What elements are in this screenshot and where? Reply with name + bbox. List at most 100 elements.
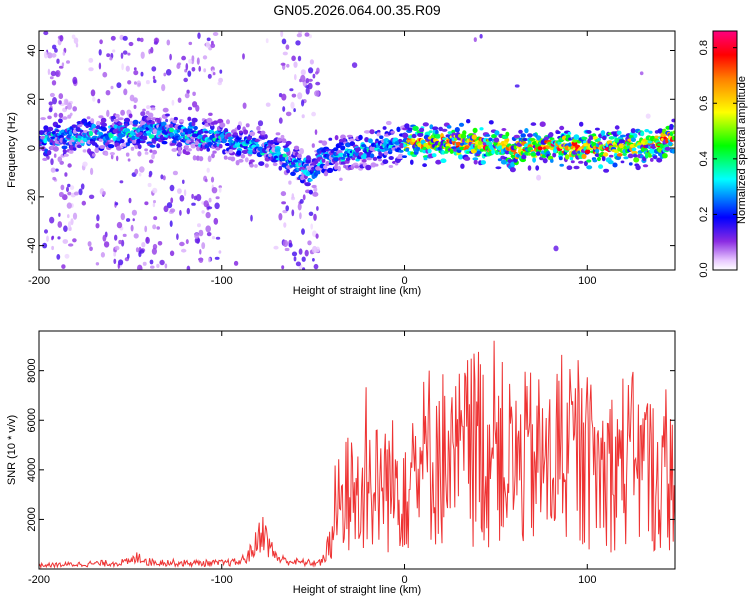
heatmap-noise-point xyxy=(69,185,75,191)
heatmap-noise-point xyxy=(49,76,54,80)
heatmap-ridge-point xyxy=(451,146,458,150)
heatmap-noise-point xyxy=(191,193,194,199)
heatmap-ridge-point xyxy=(39,130,45,136)
heatmap-ridge-point xyxy=(571,141,578,147)
heatmap-noise-point xyxy=(250,214,253,222)
heatmap-noise-point xyxy=(169,53,172,61)
heatmap-noise-point xyxy=(286,63,290,68)
heatmap-noise-point xyxy=(161,84,166,92)
heatmap-ridge-point xyxy=(476,150,482,155)
heatmap-noise-point xyxy=(192,91,196,97)
heatmap-noise-point xyxy=(293,108,296,113)
heatmap-noise-point xyxy=(151,247,157,255)
heatmap-noise-point xyxy=(127,253,130,259)
heatmap-ridge-point xyxy=(650,157,654,162)
heatmap-ridge-point xyxy=(100,117,107,123)
heatmap-noise-point xyxy=(130,224,134,232)
heatmap-ridge-point xyxy=(71,124,77,128)
heatmap-ridge-point xyxy=(148,112,154,118)
heatmap-ridge-point xyxy=(177,150,182,155)
heatmap-noise-point xyxy=(95,223,100,229)
heatmap-ridge-point xyxy=(219,122,226,128)
heatmap-noise-point xyxy=(65,105,68,110)
heatmap-ridge-point xyxy=(530,152,537,157)
heatmap-ridge-point xyxy=(405,147,410,152)
heatmap-ridge-point xyxy=(345,142,351,148)
heatmap-ridge-point xyxy=(91,123,97,129)
heatmap-ridge-point xyxy=(664,146,671,151)
heatmap-noise-point xyxy=(299,212,302,220)
heatmap-ridge-point xyxy=(130,146,135,151)
heatmap-ridge-point xyxy=(458,122,465,127)
heatmap-noise-point xyxy=(212,72,216,76)
heatmap-ridge-point xyxy=(337,165,342,172)
heatmap-ridge-point xyxy=(148,134,155,139)
heatmap-ridge-point xyxy=(144,148,149,152)
heatmap-ridge-point xyxy=(191,121,196,127)
snr-series xyxy=(39,340,675,569)
heatmap-ridge-point xyxy=(193,125,198,131)
heatmap-noise-point xyxy=(201,210,205,214)
heatmap-noise-point xyxy=(150,46,154,54)
heatmap-noise-point xyxy=(133,233,139,239)
heatmap-noise-point xyxy=(172,170,178,176)
heatmap-ridge-point xyxy=(535,165,540,171)
heatmap-ridge-point xyxy=(620,160,625,164)
heatmap-ridge-point xyxy=(40,117,46,121)
heatmap-ridge-point xyxy=(539,121,546,127)
heatmap-ridge-point xyxy=(142,135,148,141)
heatmap-noise-point xyxy=(297,92,303,100)
heatmap-noise-point xyxy=(56,254,61,260)
heatmap-noise-point xyxy=(185,62,189,71)
heatmap-ridge-point xyxy=(90,118,95,124)
heatmap-ridge-point xyxy=(463,156,471,161)
heatmap-ridge-point xyxy=(441,150,446,155)
heatmap-ridge-point xyxy=(671,135,675,141)
heatmap-ridge-point xyxy=(542,158,548,164)
heatmap-ridge-point xyxy=(217,118,224,124)
heatmap-noise-point xyxy=(53,153,57,158)
heatmap-ridge-point xyxy=(297,153,302,159)
heatmap-noise-point xyxy=(293,256,297,262)
heatmap-noise-point xyxy=(73,79,77,84)
heatmap-ridge-point xyxy=(488,137,493,142)
heatmap-noise-point xyxy=(116,155,119,162)
heatmap-noise-point xyxy=(58,212,61,217)
heatmap-noise-point xyxy=(285,111,292,117)
heatmap-ridge-point xyxy=(521,154,527,160)
heatmap-ridge-point xyxy=(190,143,197,149)
heatmap-noise-point xyxy=(282,106,286,112)
heatmap-noise-point xyxy=(120,52,124,59)
heatmap-ridge-point xyxy=(595,147,600,154)
heatmap-ridge-point xyxy=(597,137,601,141)
heatmap-y-axis-label: Frequency (Hz) xyxy=(6,112,18,188)
heatmap-ridge-point xyxy=(422,163,427,168)
heatmap-noise-point xyxy=(302,267,306,270)
heatmap-noise-point xyxy=(119,180,124,184)
heatmap-ridge-point xyxy=(494,130,500,136)
heatmap-noise-point xyxy=(206,167,210,173)
heatmap-noise-point xyxy=(72,106,77,112)
heatmap-noise-point xyxy=(47,68,51,76)
heatmap-noise-point xyxy=(536,174,542,181)
heatmap-noise-point xyxy=(44,229,48,234)
heatmap-ridge-point xyxy=(651,143,656,150)
heatmap-ridge-point xyxy=(124,123,129,127)
heatmap-ridge-point xyxy=(254,164,258,168)
heatmap-noise-point xyxy=(51,245,54,251)
heatmap-ridge-point xyxy=(62,116,68,120)
heatmap-ridge-point xyxy=(241,150,249,154)
heatmap-ridge-point xyxy=(215,146,221,151)
heatmap-ridge-point xyxy=(191,117,198,123)
heatmap-ridge-point xyxy=(566,165,573,170)
heatmap-noise-point xyxy=(207,155,212,163)
heatmap-ridge-point xyxy=(472,157,479,161)
heatmap-ridge-point xyxy=(55,129,60,133)
heatmap-ridge-point xyxy=(345,157,351,162)
heatmap-ridge-point xyxy=(255,143,260,148)
heatmap-noise-point xyxy=(48,101,53,106)
heatmap-noise-point xyxy=(198,257,204,264)
heatmap-ridge-point xyxy=(306,155,311,161)
heatmap-ridge-point xyxy=(150,107,156,111)
heatmap-noise-point xyxy=(96,214,100,222)
